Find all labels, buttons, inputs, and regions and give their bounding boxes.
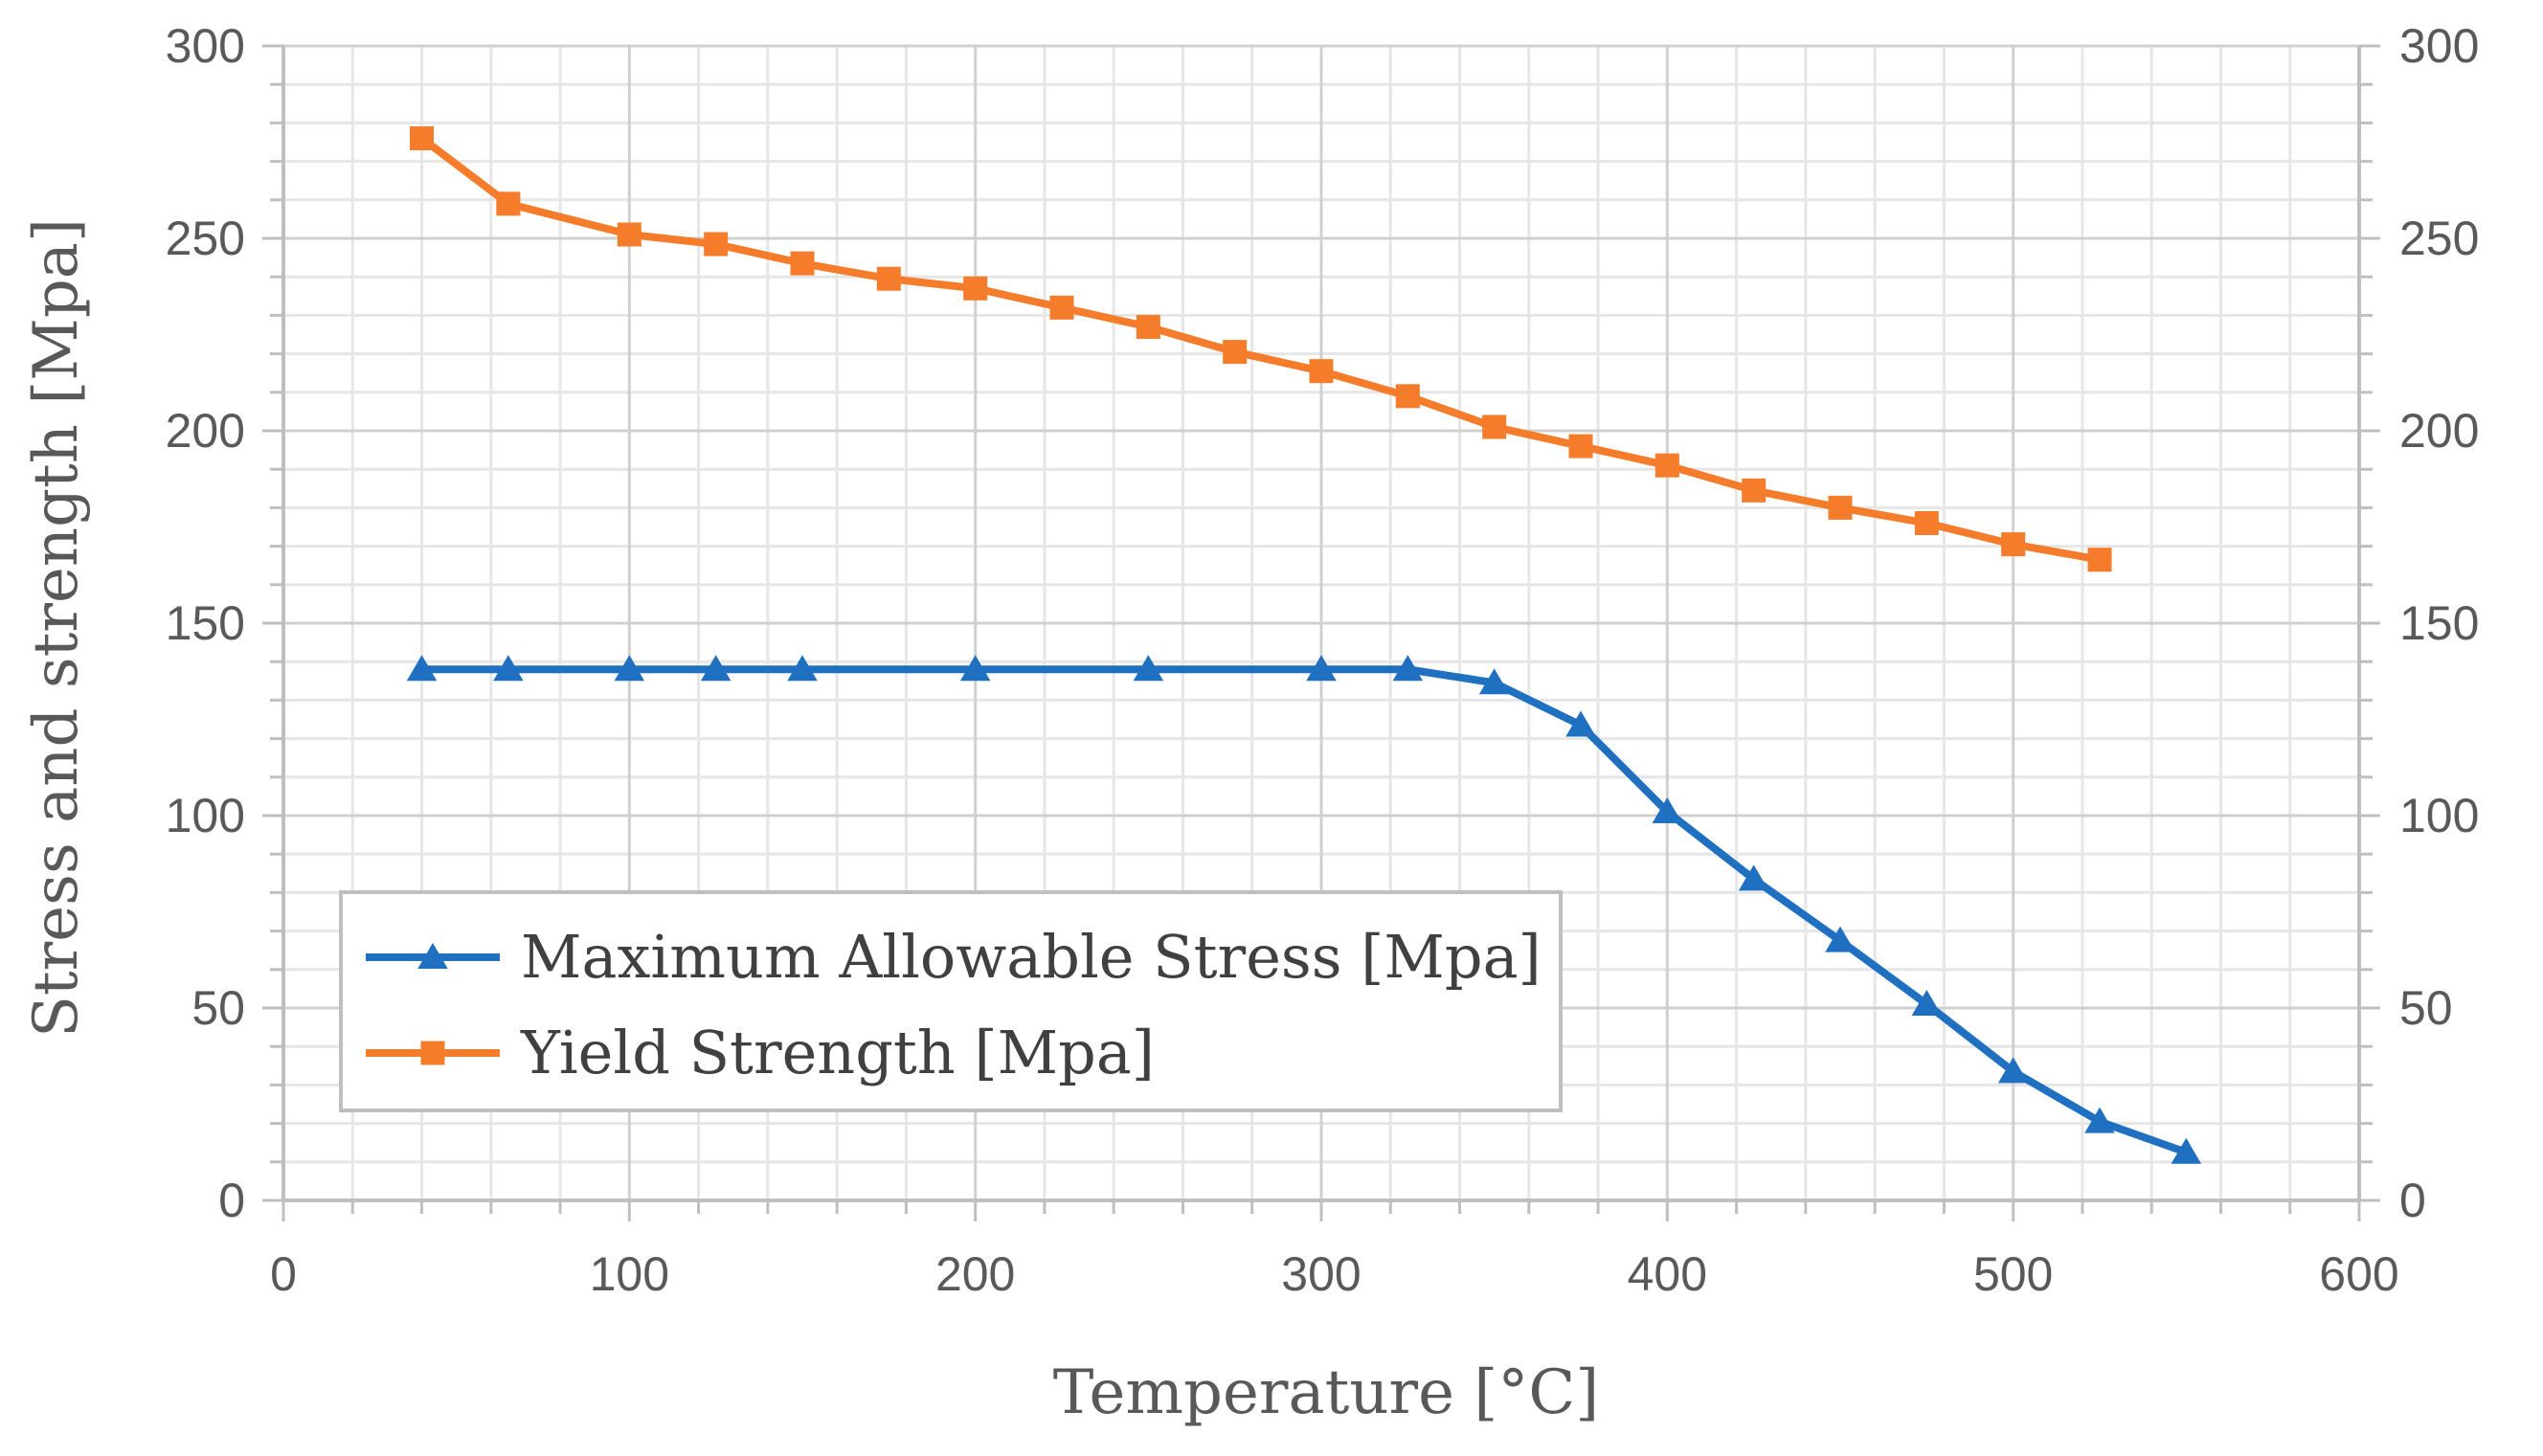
data-point [876,266,901,291]
axes [262,44,2380,1221]
y-tick-label-right: 50 [2399,981,2453,1035]
left-y-tick-labels: 0 50 100 150 200 250 300 [166,19,245,1227]
legend-marker [417,943,448,969]
legend-label: Yield Strength [Mpa] [520,1018,1155,1087]
data-point [1392,655,1424,682]
data-point [2084,1107,2115,1133]
data-point [1742,478,1767,503]
data-point [1136,314,1160,339]
data-point [1395,384,1420,409]
series-line [417,134,2104,564]
data-point [1049,295,1074,320]
data-point [963,276,988,301]
series-max-allowable-stress [406,655,2202,1164]
y-tick-label-right: 200 [2399,404,2479,458]
data-point [617,222,641,247]
series-yield-strength [410,125,2112,572]
y-axis-title: Stress and strength [Mpa] [21,218,92,1038]
data-point [2171,1137,2202,1164]
data-point [1914,510,1939,535]
data-point [1306,655,1337,682]
data-point [2001,532,2026,557]
data-point [1652,796,1683,823]
x-tick-label: 600 [2319,1247,2398,1301]
data-point [496,191,521,216]
data-point [700,655,731,682]
data-point [1654,453,1679,478]
y-tick-label-left: 50 [191,981,245,1035]
data-point [790,251,815,276]
y-tick-label-right: 0 [2399,1174,2426,1227]
x-tick-label: 100 [590,1247,669,1301]
data-point [406,655,438,682]
y-tick-label-left: 100 [166,789,245,842]
data-point [1738,864,1769,891]
y-tick-label-left: 250 [166,212,245,265]
series-layer [406,125,2202,1164]
x-tick-label: 0 [270,1247,297,1301]
y-tick-label-right: 100 [2399,789,2479,842]
x-axis-title: Temperature [°C] [1053,1357,1600,1428]
legend: Maximum Allowable Stress [Mpa] Yield Stre… [339,890,1563,1112]
data-point [2087,548,2112,572]
data-point [1825,926,1856,952]
data-point [704,232,729,257]
data-point [1911,989,1943,1016]
y-tick-label-left: 300 [166,19,245,73]
x-tick-label: 500 [1973,1247,2053,1301]
data-point [410,125,435,150]
y-tick-label-right: 150 [2399,596,2479,650]
data-point [1828,495,1853,520]
data-point [1568,434,1593,459]
data-point [1223,340,1248,365]
legend-label: Maximum Allowable Stress [Mpa] [521,922,1542,992]
y-tick-label-left: 0 [218,1174,245,1227]
data-point [959,655,991,682]
y-tick-label-left: 150 [166,596,245,650]
data-point [1309,359,1334,384]
x-tick-label: 400 [1628,1247,1707,1301]
data-point [1565,710,1596,737]
y-tick-label-right: 250 [2399,212,2479,265]
y-tick-label-right: 300 [2399,19,2479,73]
x-tick-label: 300 [1281,1247,1361,1301]
data-point [787,655,818,682]
y-tick-label-left: 200 [166,404,245,458]
data-point [1997,1057,2029,1084]
x-tick-labels: 0 100 200 300 400 500 600 [270,1247,2399,1301]
data-point [1478,668,1510,695]
data-point [1133,655,1164,682]
right-y-tick-labels: 0 50 100 150 200 250 300 [2399,19,2479,1227]
data-point [493,655,524,682]
legend-box [339,890,1563,1112]
x-tick-label: 200 [935,1247,1015,1301]
data-point [614,655,645,682]
data-point [1482,414,1507,439]
legend-marker [420,1041,445,1065]
